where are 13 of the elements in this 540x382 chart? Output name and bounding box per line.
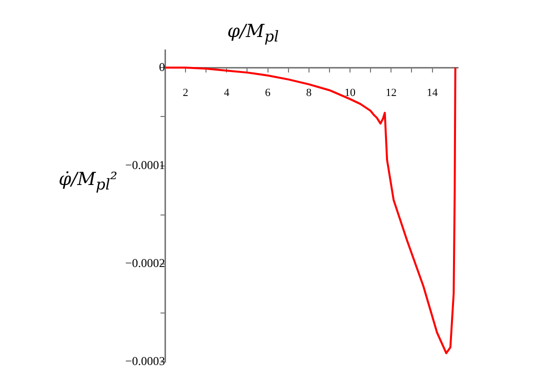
- x-tick-label: 8: [306, 87, 312, 100]
- x-tick-label: 12: [386, 87, 397, 100]
- x-tick-label: 2: [182, 87, 188, 100]
- x-tick-label: 10: [344, 87, 356, 100]
- y-tick-label: −0.0001: [125, 158, 165, 172]
- x-tick-label: 14: [426, 87, 438, 100]
- y-axis-title: φ̇/M$_{pl}$²: [58, 169, 118, 194]
- x-tick-label: 4: [224, 87, 230, 100]
- y-tick-label: −0.0003: [125, 354, 165, 368]
- y-tick-label: −0.0002: [125, 256, 165, 270]
- y-tick-label: 0: [159, 60, 165, 74]
- x-tick-label: 6: [265, 87, 272, 100]
- x-axis-title: φ/M$_{pl}$: [226, 20, 280, 48]
